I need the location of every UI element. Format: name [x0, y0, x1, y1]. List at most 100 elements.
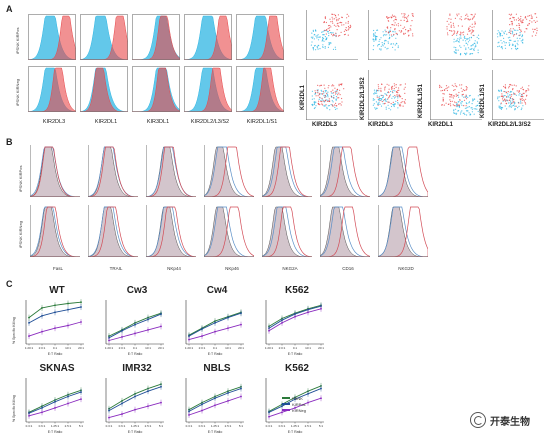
kirneg-event [497, 98, 499, 100]
kirpos-histogram [146, 206, 196, 257]
x-tick-label: 2:0:1 [39, 346, 46, 350]
kir-scatter-plot [492, 10, 544, 60]
kirpos-event [526, 94, 528, 96]
kirneg-event [471, 108, 473, 110]
kirpos-event [449, 96, 451, 98]
kirneg-event [377, 103, 379, 105]
kirpos-event [521, 95, 523, 97]
kirneg-event [384, 29, 386, 31]
kirneg-event [331, 32, 333, 34]
kirneg-event [500, 89, 502, 91]
kirpos-event [469, 29, 471, 31]
kirneg-event [466, 110, 468, 112]
kirneg-event [329, 43, 331, 45]
kirneg-event [510, 106, 512, 108]
kirneg-event [462, 112, 464, 114]
kirneg-event [380, 98, 383, 100]
kirpos-event [441, 86, 443, 88]
legend-label: KIRNeg [292, 407, 307, 413]
kirpos-event [394, 28, 396, 30]
line-plot: 0.3:1 0.6:1 1.25:1 2.5:1 5:1 [186, 378, 244, 428]
kirneg-event [322, 34, 324, 36]
chart-title: Cw3 [126, 285, 148, 296]
kirneg-event [336, 90, 338, 92]
kirpos-event [322, 93, 324, 95]
data-point [28, 414, 30, 417]
kirneg-event [322, 99, 324, 101]
kirpos-event [454, 31, 456, 33]
data-point [134, 408, 136, 411]
kirneg-event [507, 93, 509, 95]
kirpos-event [508, 85, 510, 88]
kirneg-event [321, 31, 323, 33]
kirpos-event [330, 26, 332, 28]
kirpos-event [500, 102, 502, 104]
kirneg-event [503, 33, 505, 35]
kirneg-event [521, 34, 523, 36]
data-point [201, 335, 203, 337]
kirpos-event [471, 31, 473, 33]
kirneg-event [378, 43, 380, 46]
kirpos-event [395, 16, 397, 18]
kirneg-event [322, 39, 324, 41]
kirpos-event [456, 31, 458, 33]
kirpos-event [520, 20, 522, 22]
kirpos-event [451, 30, 453, 32]
data-point [160, 313, 162, 315]
kirpos-event [513, 19, 515, 21]
kirneg-event [394, 90, 396, 92]
kirpos-event [409, 28, 411, 30]
kirpos-event [512, 89, 514, 91]
kirpos-event [472, 17, 474, 19]
kirpos-event [462, 89, 464, 91]
kirneg-event [322, 31, 324, 33]
killing-chart: Cw3 1:20:1 2:0:1 0.1 10:1 20:1 E:T Ratio [90, 285, 168, 364]
data-point [67, 308, 69, 311]
kirneg-event [317, 36, 319, 38]
kirneg-event [335, 48, 337, 51]
kirneg-event [312, 104, 314, 107]
line-plot: 0.3:1 0.6:1 1.25:1 2.5:1 5:1 [26, 378, 84, 428]
scatter-y-label: KIR2DL1/S1 [480, 83, 486, 118]
kirpos-event [341, 101, 343, 103]
kirpos-event [456, 86, 458, 88]
x-tick-label: 5:1 [239, 424, 244, 428]
kirneg-event [471, 47, 473, 50]
kirpos-event [512, 28, 514, 30]
kirneg-event [471, 53, 474, 55]
kirpos-event [398, 95, 400, 97]
kirneg-event [456, 39, 458, 41]
kirpos-event [335, 93, 337, 95]
kirneg-event [324, 46, 326, 48]
kirpos-event [509, 24, 511, 26]
kirneg-event [322, 44, 324, 46]
kirneg-event [323, 95, 325, 97]
kirpos-event [465, 94, 467, 96]
kirneg-event [323, 40, 325, 42]
kirneg-event [385, 93, 387, 95]
kirpos-event [407, 16, 409, 18]
kirneg-event [459, 54, 462, 56]
kirneg-event [520, 108, 522, 111]
receptor-x-label: CD16 [342, 266, 354, 271]
kirpos-event [381, 100, 383, 103]
kir-scatter-grid [306, 10, 556, 130]
kirneg-event [323, 92, 325, 94]
kir-histogram [28, 14, 76, 60]
histogram-frame [132, 14, 180, 60]
kirpos-event [504, 100, 507, 102]
receptor-histogram [204, 145, 254, 197]
kirpos-event [388, 88, 390, 90]
kirneg-event [478, 38, 480, 40]
kirneg-event [477, 110, 479, 113]
data-point [240, 312, 242, 315]
kirneg-event [379, 38, 381, 41]
data-point [41, 330, 43, 333]
kirpos-event [390, 103, 392, 105]
kirpos-event [508, 13, 510, 15]
kirneg-event [378, 48, 381, 50]
kirpos-event [532, 28, 534, 30]
kirneg-event [477, 52, 479, 54]
kirpos-event [397, 89, 399, 92]
kirneg-event [314, 33, 316, 36]
